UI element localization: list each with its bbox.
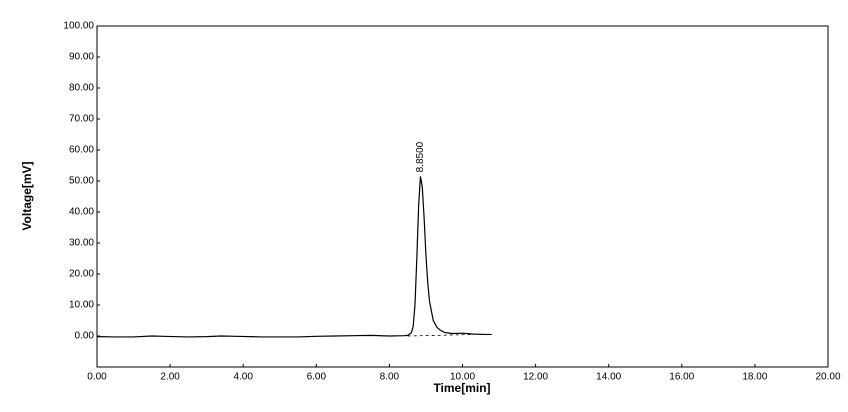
x-tick-label: 20.00 — [815, 372, 840, 383]
y-tick-label: 40.00 — [69, 207, 94, 218]
x-tick-label: 2.00 — [160, 372, 180, 383]
x-tick-label: 4.00 — [233, 372, 253, 383]
x-tick-label: 8.00 — [380, 372, 400, 383]
y-tick-label: 80.00 — [69, 83, 94, 94]
baseline — [407, 334, 474, 337]
x-tick-label: 18.00 — [742, 372, 767, 383]
y-tick-label: 10.00 — [69, 300, 94, 311]
y-tick-label: 70.00 — [69, 114, 94, 125]
y-tick-label: 60.00 — [69, 145, 94, 156]
x-tick-label: 10.00 — [450, 372, 475, 383]
y-tick-label: 0.00 — [75, 331, 95, 342]
signal-line — [96, 176, 492, 338]
x-tick-label: 0.00 — [87, 372, 107, 383]
x-tick-label: 16.00 — [669, 372, 694, 383]
x-tick-label: 12.00 — [523, 372, 548, 383]
plot-frame — [96, 25, 829, 368]
x-tick-label: 14.00 — [596, 372, 621, 383]
x-tick-label: 6.00 — [307, 372, 327, 383]
y-tick-label: 30.00 — [69, 238, 94, 249]
y-tick-label: 20.00 — [69, 269, 94, 280]
x-axis-label: Time[min] — [433, 381, 490, 395]
y-tick-label: 100.00 — [63, 21, 94, 32]
y-tick-label: 90.00 — [69, 52, 94, 63]
y-tick-label: 50.00 — [69, 176, 94, 187]
y-axis-label: Voltage[mV] — [20, 161, 34, 230]
peak-annotation: 8.8500 — [415, 141, 426, 172]
